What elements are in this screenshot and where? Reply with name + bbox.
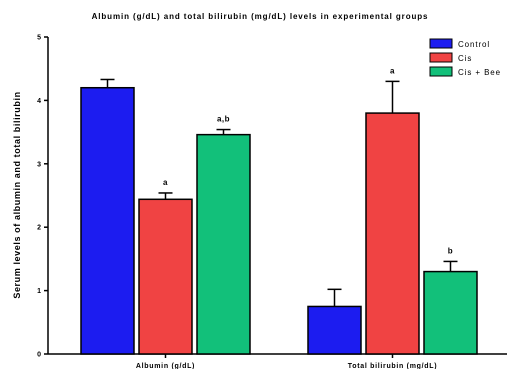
significance-label: a: [163, 178, 168, 187]
significance-label: a,b: [217, 115, 230, 124]
legend-swatch: [429, 66, 453, 77]
y-axis-label: Serum levels of albumin and total biliru…: [12, 91, 22, 298]
significance-label: a: [390, 66, 395, 75]
y-tick-label: 4: [37, 98, 41, 105]
legend-label: Control: [458, 40, 490, 49]
legend-swatch: [429, 38, 453, 49]
y-tick-label: 0: [37, 352, 41, 359]
legend-swatch: [429, 52, 453, 63]
legend-label: Cis: [458, 54, 472, 63]
x-tick-label: Total bilirubin (mg/dL): [348, 363, 437, 369]
bars: a a,b a b: [80, 66, 478, 355]
legend-label: Cis + Bee: [458, 68, 501, 77]
bar: [80, 86, 135, 355]
y-tick-label: 3: [37, 161, 41, 168]
y-tick-label: 5: [37, 35, 41, 42]
legend: Control Cis Cis + Bee: [429, 38, 501, 77]
bar: [423, 270, 478, 355]
y-tick-label: 2: [37, 225, 41, 232]
y-ticks: 0 1 2 3 4 5: [37, 35, 48, 359]
significance-label: b: [448, 246, 453, 255]
category-labels: Albumin (g/dL) Total bilirubin (mg/dL): [136, 354, 437, 369]
chart-title: Albumin (g/dL) and total bilirubin (mg/d…: [92, 12, 429, 21]
bar: [365, 112, 420, 355]
y-tick-label: 1: [37, 288, 41, 295]
bar: [307, 305, 362, 355]
bar: [138, 198, 193, 355]
bar: [196, 133, 251, 355]
x-tick-label: Albumin (g/dL): [136, 363, 195, 369]
